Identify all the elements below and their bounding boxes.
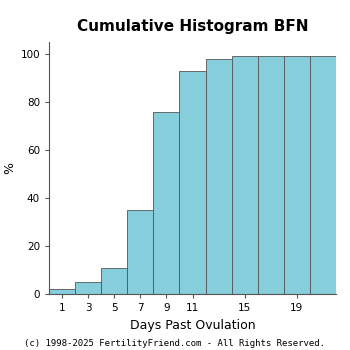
Bar: [258, 56, 284, 294]
Bar: [205, 59, 232, 294]
Bar: [310, 56, 336, 294]
Bar: [75, 282, 101, 294]
X-axis label: Days Past Ovulation: Days Past Ovulation: [130, 318, 255, 331]
Bar: [284, 56, 310, 294]
Bar: [153, 112, 180, 294]
Bar: [101, 268, 127, 294]
Bar: [232, 56, 258, 294]
Text: (c) 1998-2025 FertilityFriend.com - All Rights Reserved.: (c) 1998-2025 FertilityFriend.com - All …: [25, 339, 326, 348]
Y-axis label: %: %: [3, 162, 16, 174]
Bar: [127, 210, 153, 294]
Bar: [49, 289, 75, 294]
Bar: [180, 71, 205, 294]
Title: Cumulative Histogram BFN: Cumulative Histogram BFN: [77, 19, 308, 34]
